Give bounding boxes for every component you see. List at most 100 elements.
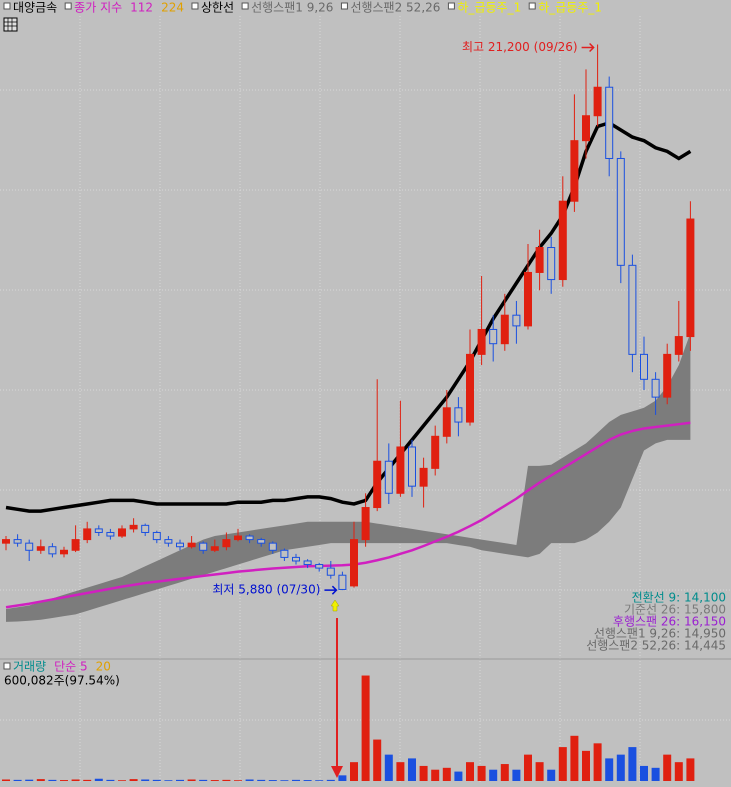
volume-bar xyxy=(361,675,370,781)
volume-bar xyxy=(512,769,521,781)
volume-bar xyxy=(176,779,184,781)
candle-body xyxy=(489,328,498,345)
candle-body xyxy=(152,531,161,541)
legend-label: 대양금속 xyxy=(13,1,57,15)
volume-bar xyxy=(408,758,416,781)
candle-body xyxy=(303,560,312,566)
volume-bar xyxy=(570,735,579,781)
volume-bar xyxy=(651,767,660,781)
volume-bar xyxy=(466,762,474,781)
candle-body xyxy=(48,546,57,555)
volume-bar xyxy=(616,754,625,781)
volume-bar xyxy=(431,769,440,781)
candle-body xyxy=(570,140,579,202)
volume-bar xyxy=(593,743,602,781)
candle-body xyxy=(558,200,567,281)
volume-bar xyxy=(396,762,405,781)
legend-label: 선행스팬1 9,26 xyxy=(251,0,333,15)
candle-body xyxy=(593,86,602,117)
volume-bar xyxy=(663,754,672,781)
candle-body xyxy=(118,528,126,537)
volume-ma-label: 20 xyxy=(96,660,111,674)
candle-body xyxy=(350,539,358,587)
candle-body xyxy=(396,446,405,494)
volume-bar xyxy=(419,765,428,781)
candle-body xyxy=(524,271,532,327)
signal-arrow-head xyxy=(331,766,343,778)
candle-body xyxy=(129,524,138,530)
low-arrow xyxy=(324,585,338,595)
volume-bar xyxy=(686,758,695,781)
volume-bar xyxy=(384,754,393,781)
candle-body xyxy=(431,435,440,469)
candle-body xyxy=(199,542,208,551)
candle-body xyxy=(477,328,486,355)
volume-bar xyxy=(48,779,57,781)
volume-bar xyxy=(94,778,103,781)
volume-bar xyxy=(489,769,498,781)
volume-bar xyxy=(315,780,324,781)
volume-bar xyxy=(164,780,173,781)
volume-bar xyxy=(2,779,10,781)
volume-bar xyxy=(83,779,92,781)
volume-bar xyxy=(280,780,289,781)
candle-body xyxy=(326,567,335,576)
volume-bar xyxy=(210,780,219,781)
candle-body xyxy=(141,524,150,533)
high-arrow xyxy=(581,42,595,53)
indicator-value: 선행스팬2 52,26: 14,445 xyxy=(586,638,726,653)
indicator-value: 선행스팬1 9,26: 14,950 xyxy=(594,626,726,641)
candle-body xyxy=(582,115,590,142)
legend-label: 선행스팬2 52,26 xyxy=(350,0,440,15)
indicator-line xyxy=(5,421,691,609)
candle-body xyxy=(60,549,68,555)
candle-body xyxy=(547,247,556,281)
candle-body xyxy=(663,353,672,398)
volume-ma-label: 단순 5 xyxy=(54,660,88,674)
volume-bar xyxy=(199,779,208,781)
candle-body xyxy=(500,314,509,345)
legend-swatch xyxy=(3,2,11,10)
volume-bar xyxy=(454,771,463,781)
candle-body xyxy=(616,157,625,266)
candle-body xyxy=(83,528,92,541)
volume-bar xyxy=(303,780,312,781)
volume-bar xyxy=(13,779,22,781)
candle-body xyxy=(338,574,347,590)
volume-bar xyxy=(605,758,614,781)
candle-body xyxy=(234,535,242,541)
volume-bar xyxy=(245,779,254,781)
legend-label: 하_급등주_1 xyxy=(538,1,602,15)
volume-bar xyxy=(71,779,80,781)
volume-bar xyxy=(500,764,509,781)
volume-bar xyxy=(60,780,68,781)
candle-body xyxy=(640,353,648,380)
candle-body xyxy=(36,546,45,551)
legend-swatch xyxy=(340,2,348,10)
volume-title: 거래량 xyxy=(13,660,46,674)
legend-label: 224 xyxy=(161,1,184,15)
volume-bar xyxy=(442,767,451,781)
volume-info: 600,082주(97.54%) xyxy=(4,674,120,688)
low-annotation: 최저 5,880 (07/30) xyxy=(212,583,320,597)
candle-body xyxy=(605,86,614,159)
legend-label: 상한선 xyxy=(201,1,234,15)
volume-bar xyxy=(350,762,358,781)
legend-swatch xyxy=(528,2,536,10)
candle-body xyxy=(628,264,637,355)
candle-body xyxy=(454,407,463,423)
volume-bar xyxy=(535,762,544,781)
candle-body xyxy=(512,314,521,327)
candle-body xyxy=(245,535,254,541)
candle-body xyxy=(25,542,34,551)
candle-body xyxy=(257,539,266,544)
legend-swatch xyxy=(191,2,199,10)
volume-bar xyxy=(257,779,266,781)
candle-body xyxy=(419,467,428,487)
candle-body xyxy=(71,539,80,551)
candle-body xyxy=(442,407,451,437)
volume-bar xyxy=(152,779,161,781)
candle-body xyxy=(106,531,115,537)
volume-bar xyxy=(338,775,347,781)
